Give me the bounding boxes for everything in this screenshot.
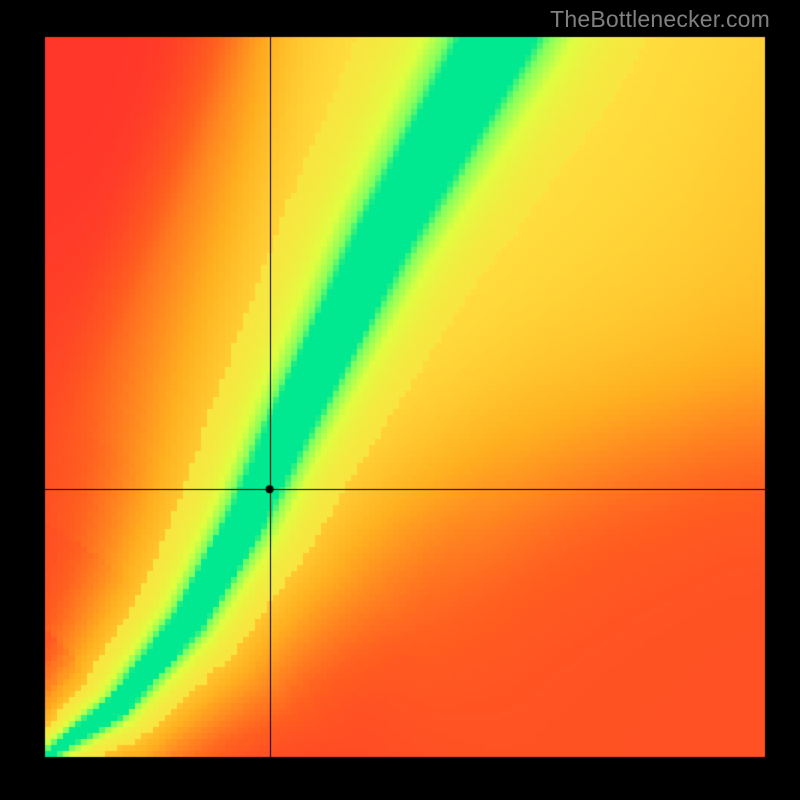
chart-container: TheBottlenecker.com [0,0,800,800]
watermark-text: TheBottlenecker.com [550,6,770,33]
heatmap-canvas [0,0,800,800]
